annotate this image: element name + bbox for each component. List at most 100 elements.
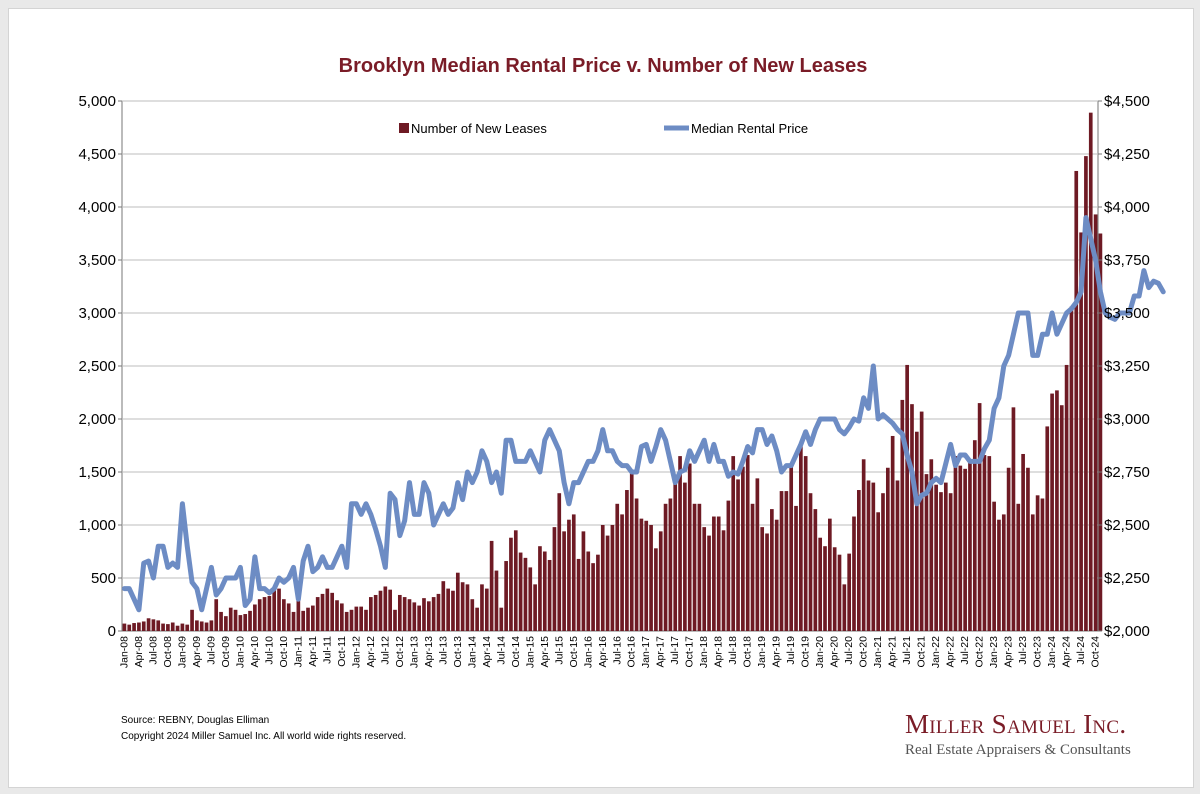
bar-new-leases	[287, 603, 291, 631]
bar-new-leases	[635, 499, 639, 632]
x-axis-tick: Oct-11	[336, 636, 348, 667]
bar-new-leases	[1045, 426, 1049, 631]
bar-new-leases	[741, 467, 745, 631]
bar-new-leases	[301, 611, 305, 631]
bar-new-leases	[625, 490, 629, 631]
bar-new-leases	[698, 504, 702, 631]
bar-new-leases	[712, 517, 716, 631]
x-axis-tick: Jul-13	[437, 636, 449, 665]
bar-new-leases	[644, 521, 648, 631]
bar-new-leases	[659, 531, 663, 631]
chart: 05001,0001,5002,0002,5003,0003,5004,0004…	[9, 9, 1193, 787]
x-axis-tick: Jul-15	[553, 636, 565, 665]
bar-new-leases	[857, 490, 861, 631]
x-axis-tick: Oct-16	[626, 636, 638, 668]
x-axis-tick: Jul-08	[147, 636, 159, 665]
bar-new-leases	[330, 593, 334, 631]
right-axis-tick: $3,500	[1104, 305, 1150, 322]
brand-tagline: Real Estate Appraisers & Consultants	[905, 742, 1155, 759]
bar-new-leases	[736, 479, 740, 631]
left-axis: 05001,0001,5002,0002,5003,0003,5004,0004…	[78, 93, 122, 640]
x-axis-tick: Jan-12	[350, 636, 362, 668]
x-axis-tick: Jan-24	[1046, 636, 1058, 668]
x-axis-tick: Jan-20	[814, 636, 826, 668]
x-axis-tick: Jul-23	[1017, 636, 1029, 665]
bar-new-leases	[224, 616, 228, 631]
bar-new-leases	[852, 517, 856, 631]
bar-new-leases	[958, 466, 962, 631]
bar-new-leases	[567, 520, 571, 631]
x-axis-tick: Jul-20	[843, 636, 855, 665]
bar-new-leases	[838, 555, 842, 631]
bar-new-leases	[688, 464, 692, 631]
left-axis-tick: 4,500	[78, 146, 116, 163]
x-axis-tick: Apr-13	[423, 636, 435, 668]
bar-new-leases	[654, 548, 658, 631]
bar-new-leases	[190, 610, 194, 631]
bar-new-leases	[466, 584, 470, 631]
bar-new-leases	[408, 599, 412, 631]
bar-new-leases	[181, 624, 185, 631]
bar-new-leases	[127, 625, 131, 631]
bar-new-leases	[707, 536, 711, 631]
bar-new-leases	[833, 547, 837, 631]
x-axis-tick: Apr-21	[887, 636, 899, 668]
bar-new-leases	[586, 552, 590, 632]
bar-new-leases	[1021, 454, 1025, 631]
bar-new-leases	[383, 586, 387, 631]
bar-new-leases	[1026, 468, 1030, 631]
bar-new-leases	[727, 501, 731, 631]
x-axis-tick: Jul-19	[785, 636, 797, 665]
bar-new-leases	[925, 474, 929, 631]
x-axis-tick: Apr-15	[539, 636, 551, 668]
bar-new-leases	[509, 538, 513, 631]
x-axis-tick: Apr-08	[133, 636, 145, 668]
bar-new-leases	[514, 530, 518, 631]
bar-new-leases	[1089, 113, 1093, 631]
right-axis-tick: $4,000	[1104, 199, 1150, 216]
bar-new-leases	[528, 567, 532, 631]
bar-new-leases	[195, 620, 199, 631]
x-axis-tick: Jan-09	[176, 636, 188, 668]
bar-new-leases	[437, 594, 441, 631]
bar-new-leases	[355, 607, 359, 631]
bar-new-leases	[1065, 365, 1069, 631]
bar-new-leases	[862, 459, 866, 631]
x-axis-tick: Oct-24	[1090, 636, 1102, 668]
bar-new-leases	[533, 584, 537, 631]
x-axis-tick: Jul-22	[959, 636, 971, 665]
bar-new-leases	[137, 623, 141, 631]
left-axis-tick: 500	[91, 570, 116, 587]
bar-new-leases	[374, 595, 378, 631]
x-axis-tick: Apr-19	[771, 636, 783, 668]
bar-new-leases	[1031, 514, 1035, 631]
x-axis-tick: Apr-17	[655, 636, 667, 668]
bar-new-leases	[731, 456, 735, 631]
bar-new-leases	[398, 595, 402, 631]
bar-new-leases	[499, 608, 503, 631]
bar-new-leases	[176, 626, 180, 631]
bar-new-leases	[557, 493, 561, 631]
bar-new-leases	[253, 605, 257, 632]
bar-new-leases	[968, 461, 972, 631]
left-axis-tick: 2,000	[78, 411, 116, 428]
x-axis-tick: Oct-22	[974, 636, 986, 668]
bar-new-leases	[775, 520, 779, 631]
x-axis-tick: Oct-18	[742, 636, 754, 668]
bar-new-leases	[432, 597, 436, 631]
x-axis-tick: Oct-13	[452, 636, 464, 668]
bar-new-leases	[234, 610, 238, 631]
bar-new-leases	[548, 560, 552, 631]
bar-new-leases	[577, 559, 581, 631]
x-axis-tick: Jan-13	[408, 636, 420, 668]
bar-new-leases	[321, 594, 325, 631]
bar-new-leases	[673, 476, 677, 631]
bar-new-leases	[524, 558, 528, 631]
bar-new-leases	[760, 527, 764, 631]
x-axis-tick: Apr-20	[829, 636, 841, 668]
x-axis-tick: Jan-11	[292, 636, 304, 667]
bar-new-leases	[905, 365, 909, 631]
x-axis-tick: Oct-10	[278, 636, 290, 668]
bar-new-leases	[388, 590, 392, 631]
bar-new-leases	[147, 618, 151, 631]
